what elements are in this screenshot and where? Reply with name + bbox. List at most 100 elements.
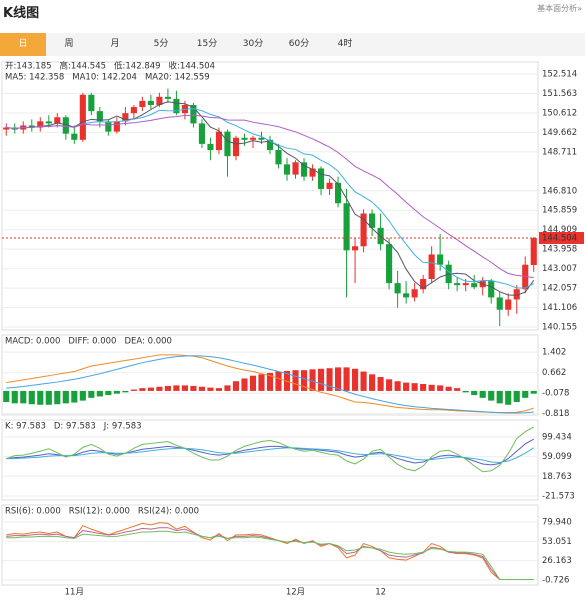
macd-bar bbox=[522, 390, 529, 398]
period-tabs: 日 周 月 5分 15分 30分 60分 4时 bbox=[0, 33, 585, 56]
y-tick-label: 143.007 bbox=[542, 264, 577, 274]
ohlc-info: 开:143.185 bbox=[5, 62, 52, 72]
legend-entry: RSI(12): 0.000 bbox=[69, 507, 130, 517]
macd-bar bbox=[326, 368, 333, 391]
y-tick-label: 79.940 bbox=[542, 518, 572, 528]
macd-bar bbox=[403, 382, 410, 391]
legend-entry: MA20: 142.559 bbox=[145, 73, 210, 83]
y-tick-label: 53.051 bbox=[542, 537, 572, 547]
panel-frame bbox=[1, 61, 539, 331]
macd-bar bbox=[232, 381, 240, 391]
macd-bar bbox=[352, 368, 359, 391]
candle-body bbox=[326, 182, 333, 189]
last-price-tag bbox=[539, 231, 584, 244]
candle-body bbox=[258, 137, 265, 140]
period-tab[interactable]: 5分 bbox=[153, 39, 169, 49]
macd-bar bbox=[54, 390, 61, 405]
candle-body bbox=[513, 289, 520, 300]
candle-body bbox=[352, 246, 359, 251]
candle-body bbox=[215, 131, 223, 151]
macd-bar bbox=[411, 383, 418, 391]
candle-body bbox=[420, 279, 427, 290]
macd-bar bbox=[156, 386, 163, 391]
macd-bar bbox=[37, 390, 44, 405]
candle-body bbox=[428, 254, 435, 280]
y-tick-label: 26.163 bbox=[542, 556, 572, 566]
candle-body bbox=[232, 137, 240, 157]
macd-bar bbox=[258, 374, 265, 391]
macd-bar bbox=[513, 390, 520, 402]
candle-body bbox=[309, 168, 316, 177]
macd-bar bbox=[190, 385, 197, 391]
macd-bar bbox=[105, 390, 112, 396]
panel-frame bbox=[1, 419, 539, 501]
period-tab[interactable]: 60分 bbox=[288, 39, 310, 49]
macd-bar bbox=[71, 390, 78, 403]
y-tick-label: 0.662 bbox=[542, 368, 566, 378]
x-tick-label: 12 bbox=[375, 588, 386, 598]
candle-body bbox=[198, 123, 205, 144]
period-tab[interactable]: 日 bbox=[0, 33, 46, 56]
legend-entry: RSI(6): 0.000 bbox=[5, 507, 61, 517]
candle-body bbox=[139, 100, 146, 108]
period-tab[interactable]: 月 bbox=[110, 39, 120, 49]
candle-body bbox=[71, 133, 78, 140]
candle-body bbox=[360, 213, 367, 247]
legend-entry: DIFF: 0.000 bbox=[68, 337, 116, 347]
y-tick-label: 141.106 bbox=[542, 303, 577, 313]
period-tab[interactable]: 30分 bbox=[242, 39, 264, 49]
macd-bar bbox=[266, 372, 274, 391]
y-tick-label: 142.057 bbox=[542, 284, 577, 294]
macd-bar bbox=[164, 385, 171, 391]
period-tab[interactable]: 周 bbox=[64, 39, 74, 49]
y-tick-label: 148.711 bbox=[542, 147, 577, 157]
ohlc-info: 低:142.849 bbox=[114, 61, 161, 72]
x-tick-label: 12月 bbox=[286, 588, 305, 598]
ohlc-info: 收:144.504 bbox=[169, 61, 216, 72]
y-tick-label: 59.099 bbox=[542, 452, 572, 462]
macd-bar bbox=[139, 388, 146, 391]
indicator-line bbox=[6, 354, 534, 414]
indicator-line bbox=[6, 114, 534, 279]
period-tab[interactable]: 4时 bbox=[337, 39, 353, 49]
macd-bar bbox=[3, 390, 10, 402]
macd-bar bbox=[207, 387, 214, 391]
candle-body bbox=[411, 289, 418, 298]
macd-bar bbox=[181, 385, 188, 391]
macd-bar bbox=[122, 390, 129, 393]
macd-bar bbox=[275, 371, 282, 391]
y-tick-label: 99.434 bbox=[542, 432, 572, 442]
candle-body bbox=[471, 283, 478, 288]
candle-body bbox=[266, 139, 274, 151]
candle-body bbox=[113, 121, 120, 132]
title: K线图 bbox=[3, 6, 40, 21]
candle-body bbox=[335, 182, 342, 204]
candle-body bbox=[300, 162, 308, 177]
indicator-line bbox=[6, 355, 534, 414]
header: K线图 基本面分析» bbox=[0, 0, 585, 22]
macd-bar bbox=[45, 390, 52, 405]
candle-body bbox=[122, 113, 129, 122]
macd-bar bbox=[437, 385, 444, 391]
macd-bar bbox=[28, 390, 35, 405]
macd-bar bbox=[471, 390, 478, 396]
macd-bar bbox=[130, 389, 137, 391]
indicator-line bbox=[6, 438, 534, 466]
macd-bar bbox=[488, 390, 495, 401]
candle-body bbox=[37, 121, 44, 128]
fundamental-link[interactable]: 基本面分析» bbox=[537, 4, 582, 13]
candle-body bbox=[317, 168, 325, 189]
candle-body bbox=[3, 127, 10, 130]
indicator-line bbox=[6, 447, 535, 463]
macd-bar bbox=[88, 390, 95, 398]
period-tab[interactable]: 15分 bbox=[196, 39, 218, 49]
candle-body bbox=[530, 237, 537, 265]
macd-bar bbox=[249, 375, 257, 391]
macd-bar bbox=[377, 377, 384, 391]
legend-entry: K: 97.583 bbox=[5, 422, 46, 432]
macd-bar bbox=[20, 390, 27, 404]
candle-body bbox=[394, 283, 401, 294]
candle-body bbox=[45, 121, 52, 124]
